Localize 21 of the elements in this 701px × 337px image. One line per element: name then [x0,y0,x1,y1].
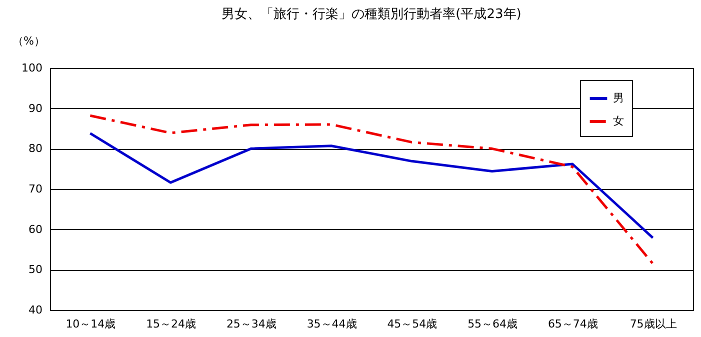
y-tick-label: 80 [28,142,42,156]
x-tick-label: 55～64歳 [468,318,518,330]
x-tick-label: 45～54歳 [387,318,438,330]
y-tick-label: 90 [28,102,42,115]
legend-label: 男 [613,92,624,104]
line-series [88,114,654,265]
x-tick-label: 10～14歳 [66,318,116,330]
x-tick-label: 25～34歳 [226,318,276,330]
y-tick-label: 70 [28,182,42,196]
y-tick-label: 100 [22,62,42,74]
x-tick-label: 15～24歳 [146,318,196,330]
line-series [88,132,654,240]
x-tick-label: 35～44歳 [306,318,357,330]
legend-label: 女 [613,114,624,128]
chart-title: 男女、「旅行・行楽」の種類別行動者率(平成23年) [222,6,522,22]
y-tick-label: 50 [28,263,42,276]
x-tick-label: 65～74歳 [548,318,598,330]
x-tick-label: 75歳以上 [630,318,677,330]
y-tick-label: 40 [28,304,42,316]
y-tick-label: 60 [28,222,42,236]
y-axis-title: （%） [12,34,45,48]
